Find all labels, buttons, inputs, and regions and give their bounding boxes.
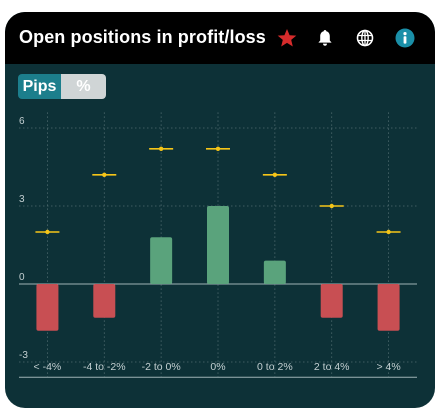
bar-4 — [263, 260, 286, 284]
bell-icon-shape — [318, 30, 332, 46]
toggle-pips[interactable]: Pips — [18, 74, 61, 99]
marker-dot-2 — [158, 146, 164, 151]
x-tick-label-0: < -4% — [34, 361, 62, 373]
bar-5 — [320, 284, 343, 318]
bar-3 — [207, 206, 229, 284]
y-tick-label-3: 6 — [19, 116, 25, 127]
bar-6 — [377, 284, 400, 331]
star-icon[interactable] — [276, 27, 298, 49]
y-tick-label-2: 3 — [19, 194, 25, 205]
bell-icon[interactable] — [314, 27, 336, 49]
x-tick-label-5: 2 to 4% — [314, 361, 350, 373]
y-tick-label-0: -3 — [19, 350, 28, 361]
toggle-percent[interactable]: % — [61, 74, 106, 99]
marker-dot-5 — [329, 203, 334, 209]
star-icon-shape — [277, 29, 297, 47]
info-icon[interactable] — [394, 27, 416, 49]
y-tick-label-1: 0 — [19, 272, 25, 283]
unit-toggle: Pips % — [18, 74, 106, 99]
marker-dot-3 — [215, 146, 221, 151]
bar-0 — [36, 284, 59, 331]
marker-dot-0 — [45, 229, 50, 235]
x-tick-label-2: -2 to 0% — [142, 361, 181, 373]
globe-icon[interactable] — [354, 27, 376, 49]
x-tick-label-6: > 4% — [376, 361, 400, 373]
marker-dot-1 — [102, 172, 107, 177]
profit-loss-widget: Open positions in profit/loss — [5, 12, 435, 408]
globe-icon-shape — [356, 29, 374, 47]
bar-1 — [93, 284, 116, 318]
marker-dot-6 — [386, 229, 391, 235]
widget-header: Open positions in profit/loss — [5, 12, 435, 64]
x-tick-label-1: -4 to -2% — [83, 361, 126, 373]
marker-dot-4 — [272, 172, 278, 177]
widget-title: Open positions in profit/loss — [19, 27, 266, 47]
x-tick-label-3: 0% — [210, 361, 225, 373]
bar-2 — [150, 237, 173, 284]
profit-loss-chart: -3 0 3 6 < -4% -4 to -2% -2 to 0% 0% 0 to 2% 2 to… — [19, 112, 417, 378]
info-icon-shape — [395, 28, 415, 48]
x-tick-label-4: 0 to 2% — [257, 361, 293, 373]
